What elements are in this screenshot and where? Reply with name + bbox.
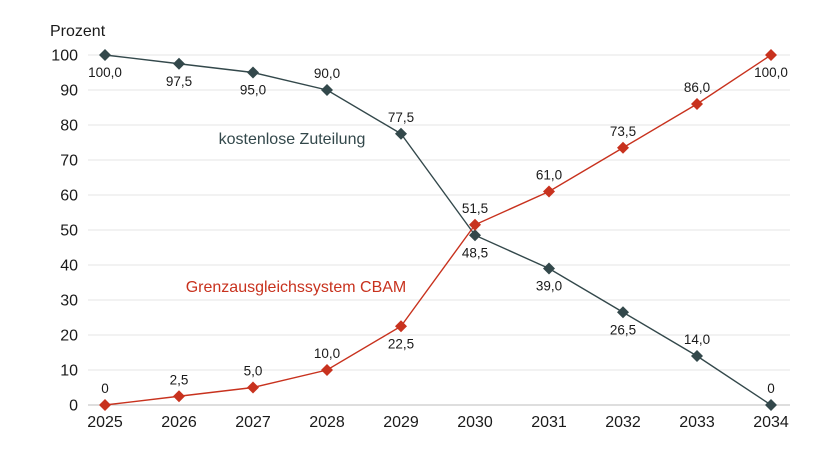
x-tick-label: 2033: [679, 414, 715, 431]
data-label: 95,0: [240, 83, 266, 98]
data-point-marker: [543, 262, 555, 275]
y-tick-label: 0: [69, 398, 78, 415]
data-point-marker: [99, 49, 111, 61]
data-label: 14,0: [684, 332, 710, 347]
data-point-marker: [99, 399, 111, 411]
data-point-marker: [469, 229, 481, 242]
series-name-label: Grenzausgleichssystem CBAM: [186, 279, 407, 296]
data-point-marker: [321, 364, 333, 376]
x-tick-label: 2028: [309, 414, 345, 431]
data-point-marker: [765, 399, 777, 411]
data-label: 90,0: [314, 66, 340, 81]
data-point-marker: [395, 320, 407, 333]
y-tick-label: 50: [60, 223, 78, 240]
data-point-marker: [765, 49, 777, 61]
data-label: 0: [101, 381, 109, 396]
data-label: 2,5: [170, 372, 189, 387]
data-label: 5,0: [244, 364, 263, 379]
x-tick-label: 2025: [87, 414, 123, 431]
x-tick-label: 2029: [383, 414, 419, 431]
y-tick-label: 60: [60, 188, 78, 205]
data-label: 97,5: [166, 74, 192, 89]
data-label: 51,5: [462, 201, 488, 216]
data-point-marker: [247, 66, 259, 79]
gridlines: [88, 54, 790, 406]
data-labels: 100,0 97,5 95,0 90,0 77,5 48,5 39,0 26,5 14,0 0 0 2…: [88, 65, 788, 396]
y-axis-unit-label: Prozent: [50, 23, 106, 40]
data-point-marker: [395, 127, 407, 140]
series-cbam: [99, 49, 777, 411]
x-tick-label: 2030: [457, 414, 493, 431]
y-tick-label: 30: [60, 293, 78, 310]
y-tick-label: 70: [60, 153, 78, 170]
x-tick-label: 2034: [753, 414, 789, 431]
series: [99, 49, 777, 411]
data-label: 10,0: [314, 346, 340, 361]
data-point-marker: [617, 141, 629, 154]
series-line: [104, 54, 772, 406]
data-label: 86,0: [684, 80, 710, 95]
data-label: 26,5: [610, 322, 636, 337]
data-point-marker: [173, 57, 185, 70]
data-label: 100,0: [88, 65, 122, 80]
data-label: 22,5: [388, 336, 414, 351]
data-point-marker: [617, 306, 629, 319]
x-tick-label: 2026: [161, 414, 197, 431]
x-tick-label: 2032: [605, 414, 641, 431]
x-tick-label: 2027: [235, 414, 271, 431]
y-tick-label: 80: [60, 118, 78, 135]
data-point-marker: [247, 381, 259, 394]
x-tick-label: 2031: [531, 414, 567, 431]
data-point-marker: [691, 98, 703, 110]
series-kostenlose-zuteilung: [99, 49, 777, 411]
y-tick-label: 20: [60, 328, 78, 345]
data-point-marker: [469, 218, 481, 231]
data-label: 73,5: [610, 124, 636, 139]
y-tick-label: 100: [51, 48, 78, 65]
data-point-marker: [691, 350, 703, 362]
data-label: 0: [767, 381, 775, 396]
series-labels: kostenlose Zuteilung Grenzausgleichssyste…: [186, 131, 407, 296]
y-tick-label: 90: [60, 83, 78, 100]
series-line: [104, 54, 772, 406]
data-label: 48,5: [462, 245, 488, 260]
series-name-label: kostenlose Zuteilung: [219, 131, 366, 148]
data-label: 77,5: [388, 110, 414, 125]
data-label: 39,0: [536, 279, 562, 294]
data-point-marker: [321, 84, 333, 96]
data-label: 61,0: [536, 168, 562, 183]
data-point-marker: [173, 390, 185, 403]
y-tick-label: 40: [60, 258, 78, 275]
data-point-marker: [543, 185, 555, 198]
data-label: 100,0: [754, 65, 788, 80]
y-tick-label: 10: [60, 363, 78, 380]
